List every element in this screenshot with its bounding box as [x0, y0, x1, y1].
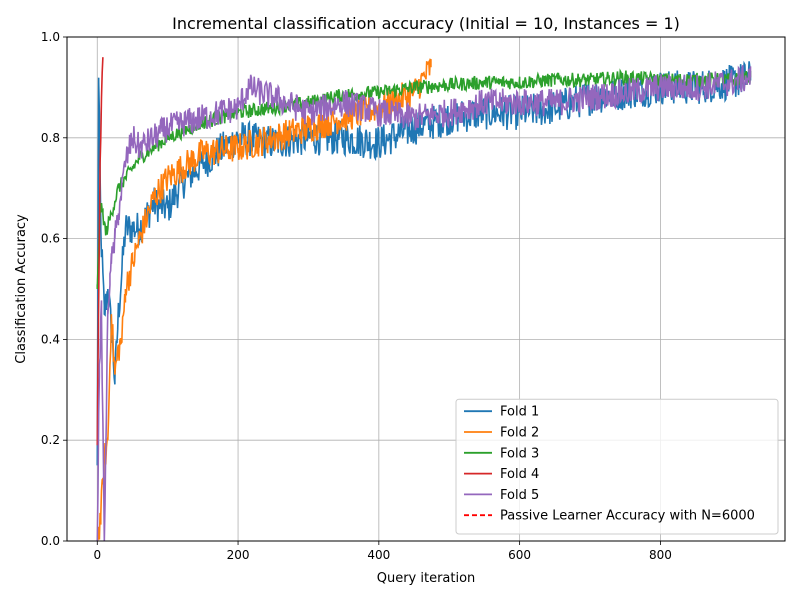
chart-title: Incremental classification accuracy (Ini… [172, 14, 680, 33]
x-tick-label: 800 [649, 548, 672, 562]
x-axis-title: Query iteration [377, 571, 476, 586]
series-line-fold-5 [96, 65, 752, 542]
x-tick-label: 600 [508, 548, 531, 562]
legend-box [455, 398, 779, 535]
x-tick-label: 400 [367, 548, 390, 562]
y-tick-label: 0.6 [41, 232, 60, 246]
series-line-fold-4 [96, 57, 104, 446]
x-tick-label: 200 [227, 548, 250, 562]
y-tick-label: 0.0 [41, 534, 60, 548]
x-tick-label: 0 [93, 548, 101, 562]
series-lines [96, 57, 752, 542]
legend-label: Fold 3 [500, 446, 539, 461]
y-axis-title: Classification Accuracy [14, 214, 29, 364]
axes-frame [66, 36, 786, 542]
series-line-fold-3 [96, 68, 752, 290]
y-tick-label: 1.0 [41, 30, 60, 44]
axis-ticks: 0 200 400 600 800 0.0 0.2 0.4 0.6 0.8 1.0 [41, 30, 672, 562]
legend-label: Passive Learner Accuracy with N=6000 [500, 509, 755, 524]
legend-label: Fold 5 [500, 488, 539, 503]
legend-label: Fold 2 [500, 426, 539, 441]
y-tick-label: 0.8 [41, 131, 60, 145]
legend-label: Fold 4 [500, 467, 539, 482]
legend: Fold 1 Fold 2 Fold 3 Fold 4 Fold 5 Passive Le… [455, 398, 779, 535]
legend-label: Fold 1 [500, 405, 539, 420]
y-tick-label: 0.2 [41, 433, 60, 447]
y-tick-label: 0.4 [41, 332, 60, 346]
